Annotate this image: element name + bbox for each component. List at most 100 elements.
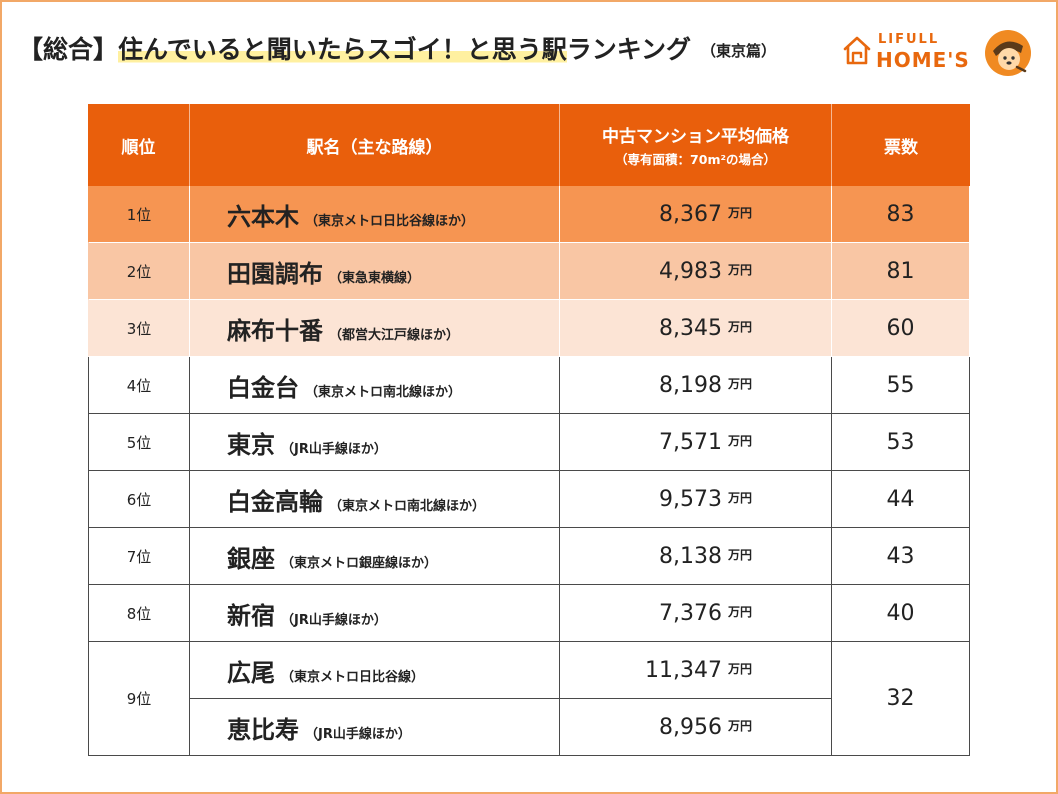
price-unit: 万円 xyxy=(728,433,753,448)
votes-cell: 44 xyxy=(832,471,970,528)
rank-cell: 4位 xyxy=(88,357,190,414)
header-row: 順位 駅名（主な路線） 中古マンション平均価格 （専有面積：70m²の場合） 票… xyxy=(88,104,970,186)
title-region: （東京篇） xyxy=(701,42,777,60)
price-unit: 万円 xyxy=(728,319,753,334)
col-header-price-sublabel: （専有面積：70m²の場合） xyxy=(615,152,776,167)
table-row: 6位 白金高輪 （東京メトロ南北線ほか） 9,573 万円 44 xyxy=(88,471,970,528)
price-cell: 9,573 万円 xyxy=(560,471,832,528)
price-value: 7,376 xyxy=(659,600,722,626)
col-header-price: 中古マンション平均価格 （専有面積：70m²の場合） xyxy=(560,104,832,186)
table-row: 4位 白金台 （東京メトロ南北線ほか） 8,198 万円 55 xyxy=(88,357,970,414)
title-category: 【総合】 xyxy=(18,35,119,64)
price-cell: 8,367 万円 xyxy=(560,186,832,243)
price-cell: 8,198 万円 xyxy=(560,357,832,414)
price-value: 8,198 xyxy=(659,372,722,398)
col-header-votes: 票数 xyxy=(832,104,970,186)
price-value: 8,367 xyxy=(659,201,722,227)
station-cell: 麻布十番 （都営大江戸線ほか） xyxy=(190,300,560,357)
price-value: 7,571 xyxy=(659,429,722,455)
station-name: 白金高輪 xyxy=(227,487,323,516)
station-cell: 銀座 （東京メトロ銀座線ほか） xyxy=(190,528,560,585)
price-value: 8,956 xyxy=(659,714,722,740)
brand-logo: LIFULL HOME'S xyxy=(840,28,1040,80)
rank-cell: 7位 xyxy=(88,528,190,585)
mascot-icon xyxy=(985,30,1031,76)
house-icon xyxy=(843,36,871,65)
table-row: 7位 銀座 （東京メトロ銀座線ほか） 8,138 万円 43 xyxy=(88,528,970,585)
station-name: 東京 xyxy=(227,430,275,459)
rank-cell: 1位 xyxy=(88,186,190,243)
votes-cell: 43 xyxy=(832,528,970,585)
table-row: 恵比寿 （JR山手線ほか） 8,956 万円 xyxy=(88,699,970,756)
price-cell: 8,956 万円 xyxy=(560,699,832,756)
votes-cell: 40 xyxy=(832,585,970,642)
station-cell: 白金台 （東京メトロ南北線ほか） xyxy=(190,357,560,414)
station-name: 六本木 xyxy=(227,202,299,231)
price-cell: 7,376 万円 xyxy=(560,585,832,642)
station-cell: 東京 （JR山手線ほか） xyxy=(190,414,560,471)
station-line: （東京メトロ南北線ほか） xyxy=(329,498,486,514)
price-cell: 11,347 万円 xyxy=(560,642,832,699)
price-cell: 8,138 万円 xyxy=(560,528,832,585)
price-unit: 万円 xyxy=(728,547,753,562)
table-row: 8位 新宿 （JR山手線ほか） 7,376 万円 40 xyxy=(88,585,970,642)
station-line: （東京メトロ日比谷線ほか） xyxy=(305,213,475,229)
station-line: （東京メトロ銀座線ほか） xyxy=(281,555,438,571)
station-name: 銀座 xyxy=(227,544,275,573)
rank-cell: 9位 xyxy=(88,642,190,756)
logo-wordmark-top: LIFULL xyxy=(878,32,940,47)
price-value: 11,347 xyxy=(645,657,722,683)
price-unit: 万円 xyxy=(728,490,753,505)
votes-cell: 32 xyxy=(832,642,970,756)
price-cell: 7,571 万円 xyxy=(560,414,832,471)
table-row: 5位 東京 （JR山手線ほか） 7,571 万円 53 xyxy=(88,414,970,471)
station-line: （JR山手線ほか） xyxy=(281,441,387,457)
price-unit: 万円 xyxy=(728,376,753,391)
table-row: 9位 広尾 （東京メトロ日比谷線） 11,347 万円 32 xyxy=(88,642,970,756)
page-title: 【総合】住んでいると聞いたらスゴイ！と思う駅ランキング （東京篇） xyxy=(18,32,776,69)
price-value: 9,573 xyxy=(659,486,722,512)
station-name: 麻布十番 xyxy=(227,316,323,345)
station-line: （東急東横線） xyxy=(329,270,421,286)
title-highlight: 住んでいると聞いたらスゴイ！と思う駅 xyxy=(118,35,567,64)
price-cell: 8,345 万円 xyxy=(560,300,832,357)
station-cell: 恵比寿 （JR山手線ほか） xyxy=(190,699,560,756)
station-line: （東京メトロ日比谷線） xyxy=(281,669,425,685)
col-header-station: 駅名（主な路線） xyxy=(190,104,560,186)
votes-cell: 53 xyxy=(832,414,970,471)
price-unit: 万円 xyxy=(728,718,753,733)
station-name: 新宿 xyxy=(227,601,275,630)
rank-cell: 8位 xyxy=(88,585,190,642)
station-name: 田園調布 xyxy=(227,259,323,288)
table-body: 1位 六本木 （東京メトロ日比谷線ほか） 8,367 万円 83 2位 田園調布 （東急東横線）… xyxy=(88,186,970,756)
votes-cell: 83 xyxy=(832,186,970,243)
price-value: 4,983 xyxy=(659,258,722,284)
station-cell: 新宿 （JR山手線ほか） xyxy=(190,585,560,642)
station-cell: 田園調布 （東急東横線） xyxy=(190,243,560,300)
price-value: 8,345 xyxy=(659,315,722,341)
price-value: 8,138 xyxy=(659,543,722,569)
station-cell: 六本木 （東京メトロ日比谷線ほか） xyxy=(190,186,560,243)
rank-cell: 6位 xyxy=(88,471,190,528)
rank-cell: 5位 xyxy=(88,414,190,471)
rank-cell: 3位 xyxy=(88,300,190,357)
logo-wordmark-bottom: HOME'S xyxy=(876,48,970,72)
station-cell: 白金高輪 （東京メトロ南北線ほか） xyxy=(190,471,560,528)
table-row: 1位 六本木 （東京メトロ日比谷線ほか） 8,367 万円 83 xyxy=(88,186,970,243)
station-line: （都営大江戸線ほか） xyxy=(329,327,460,343)
title-rest: ランキング xyxy=(566,35,692,64)
station-line: （JR山手線ほか） xyxy=(281,612,387,628)
station-name: 広尾 xyxy=(227,658,275,687)
price-unit: 万円 xyxy=(728,262,753,277)
price-unit: 万円 xyxy=(728,205,753,220)
votes-cell: 60 xyxy=(832,300,970,357)
col-header-price-label: 中古マンション平均価格 xyxy=(602,127,789,147)
votes-cell: 81 xyxy=(832,243,970,300)
price-unit: 万円 xyxy=(728,604,753,619)
station-name: 白金台 xyxy=(227,373,299,402)
station-name: 恵比寿 xyxy=(227,715,299,744)
price-unit: 万円 xyxy=(728,661,753,676)
table-row: 3位 麻布十番 （都営大江戸線ほか） 8,345 万円 60 xyxy=(88,300,970,357)
rank-cell: 2位 xyxy=(88,243,190,300)
votes-cell: 55 xyxy=(832,357,970,414)
